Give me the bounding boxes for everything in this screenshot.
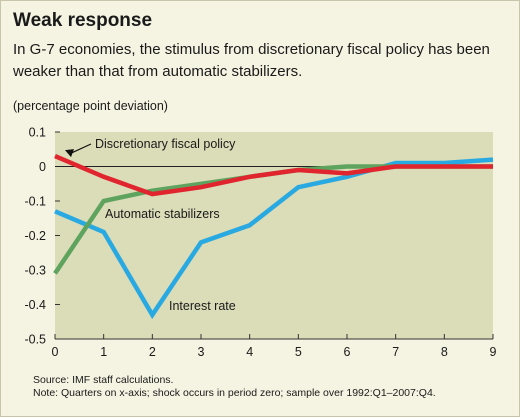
x-tick-label: 0 (52, 345, 59, 359)
series-label-automatic: Automatic stabilizers (105, 207, 220, 221)
y-tick-label: 0 (39, 160, 46, 174)
y-tick-label: -0.4 (24, 298, 46, 312)
unit-label: (percentage point deviation) (13, 99, 168, 113)
y-axis: 0.1 0 -0.1 -0.2 -0.3 -0.4 -0.5 (24, 126, 60, 347)
y-tick-label: -0.1 (24, 195, 46, 209)
series-labels: Discretionary fiscal policy Automatic st… (65, 137, 236, 313)
source-note: Source: IMF staff calculations. (33, 374, 174, 386)
callout-line (70, 143, 92, 154)
arrow-icon (65, 149, 74, 158)
x-tick-label: 1 (100, 345, 107, 359)
x-tick-label: 3 (198, 345, 205, 359)
x-tick-label: 4 (246, 345, 253, 359)
series-line-discretionary (54, 154, 493, 197)
x-tick-label: 6 (344, 345, 351, 359)
chart-subtitle: In G-7 economies, the stimulus from disc… (13, 41, 490, 80)
x-tick-label: 7 (392, 345, 399, 359)
series-line-interest (54, 157, 494, 320)
series-label-discretionary: Discretionary fiscal policy (95, 137, 236, 151)
y-tick-label: -0.2 (24, 229, 46, 243)
x-tick-label: 2 (149, 345, 156, 359)
y-tick-label: -0.3 (24, 264, 46, 278)
method-note: Note: Quarters on x-axis; shock occurs i… (33, 387, 436, 399)
series-lines (53, 154, 494, 320)
x-tick-label: 5 (295, 345, 302, 359)
x-tick-label: 8 (441, 345, 448, 359)
y-tick-label: -0.5 (24, 333, 46, 347)
y-tick-label: 0.1 (29, 126, 46, 140)
x-tick-label: 9 (490, 345, 497, 359)
x-axis: 0 1 2 3 4 5 6 7 8 9 (52, 334, 497, 359)
series-label-interest: Interest rate (169, 299, 236, 313)
footnotes: Source: IMF staff calculations. Note: Qu… (33, 374, 436, 400)
chart-title: Weak response (13, 10, 153, 31)
